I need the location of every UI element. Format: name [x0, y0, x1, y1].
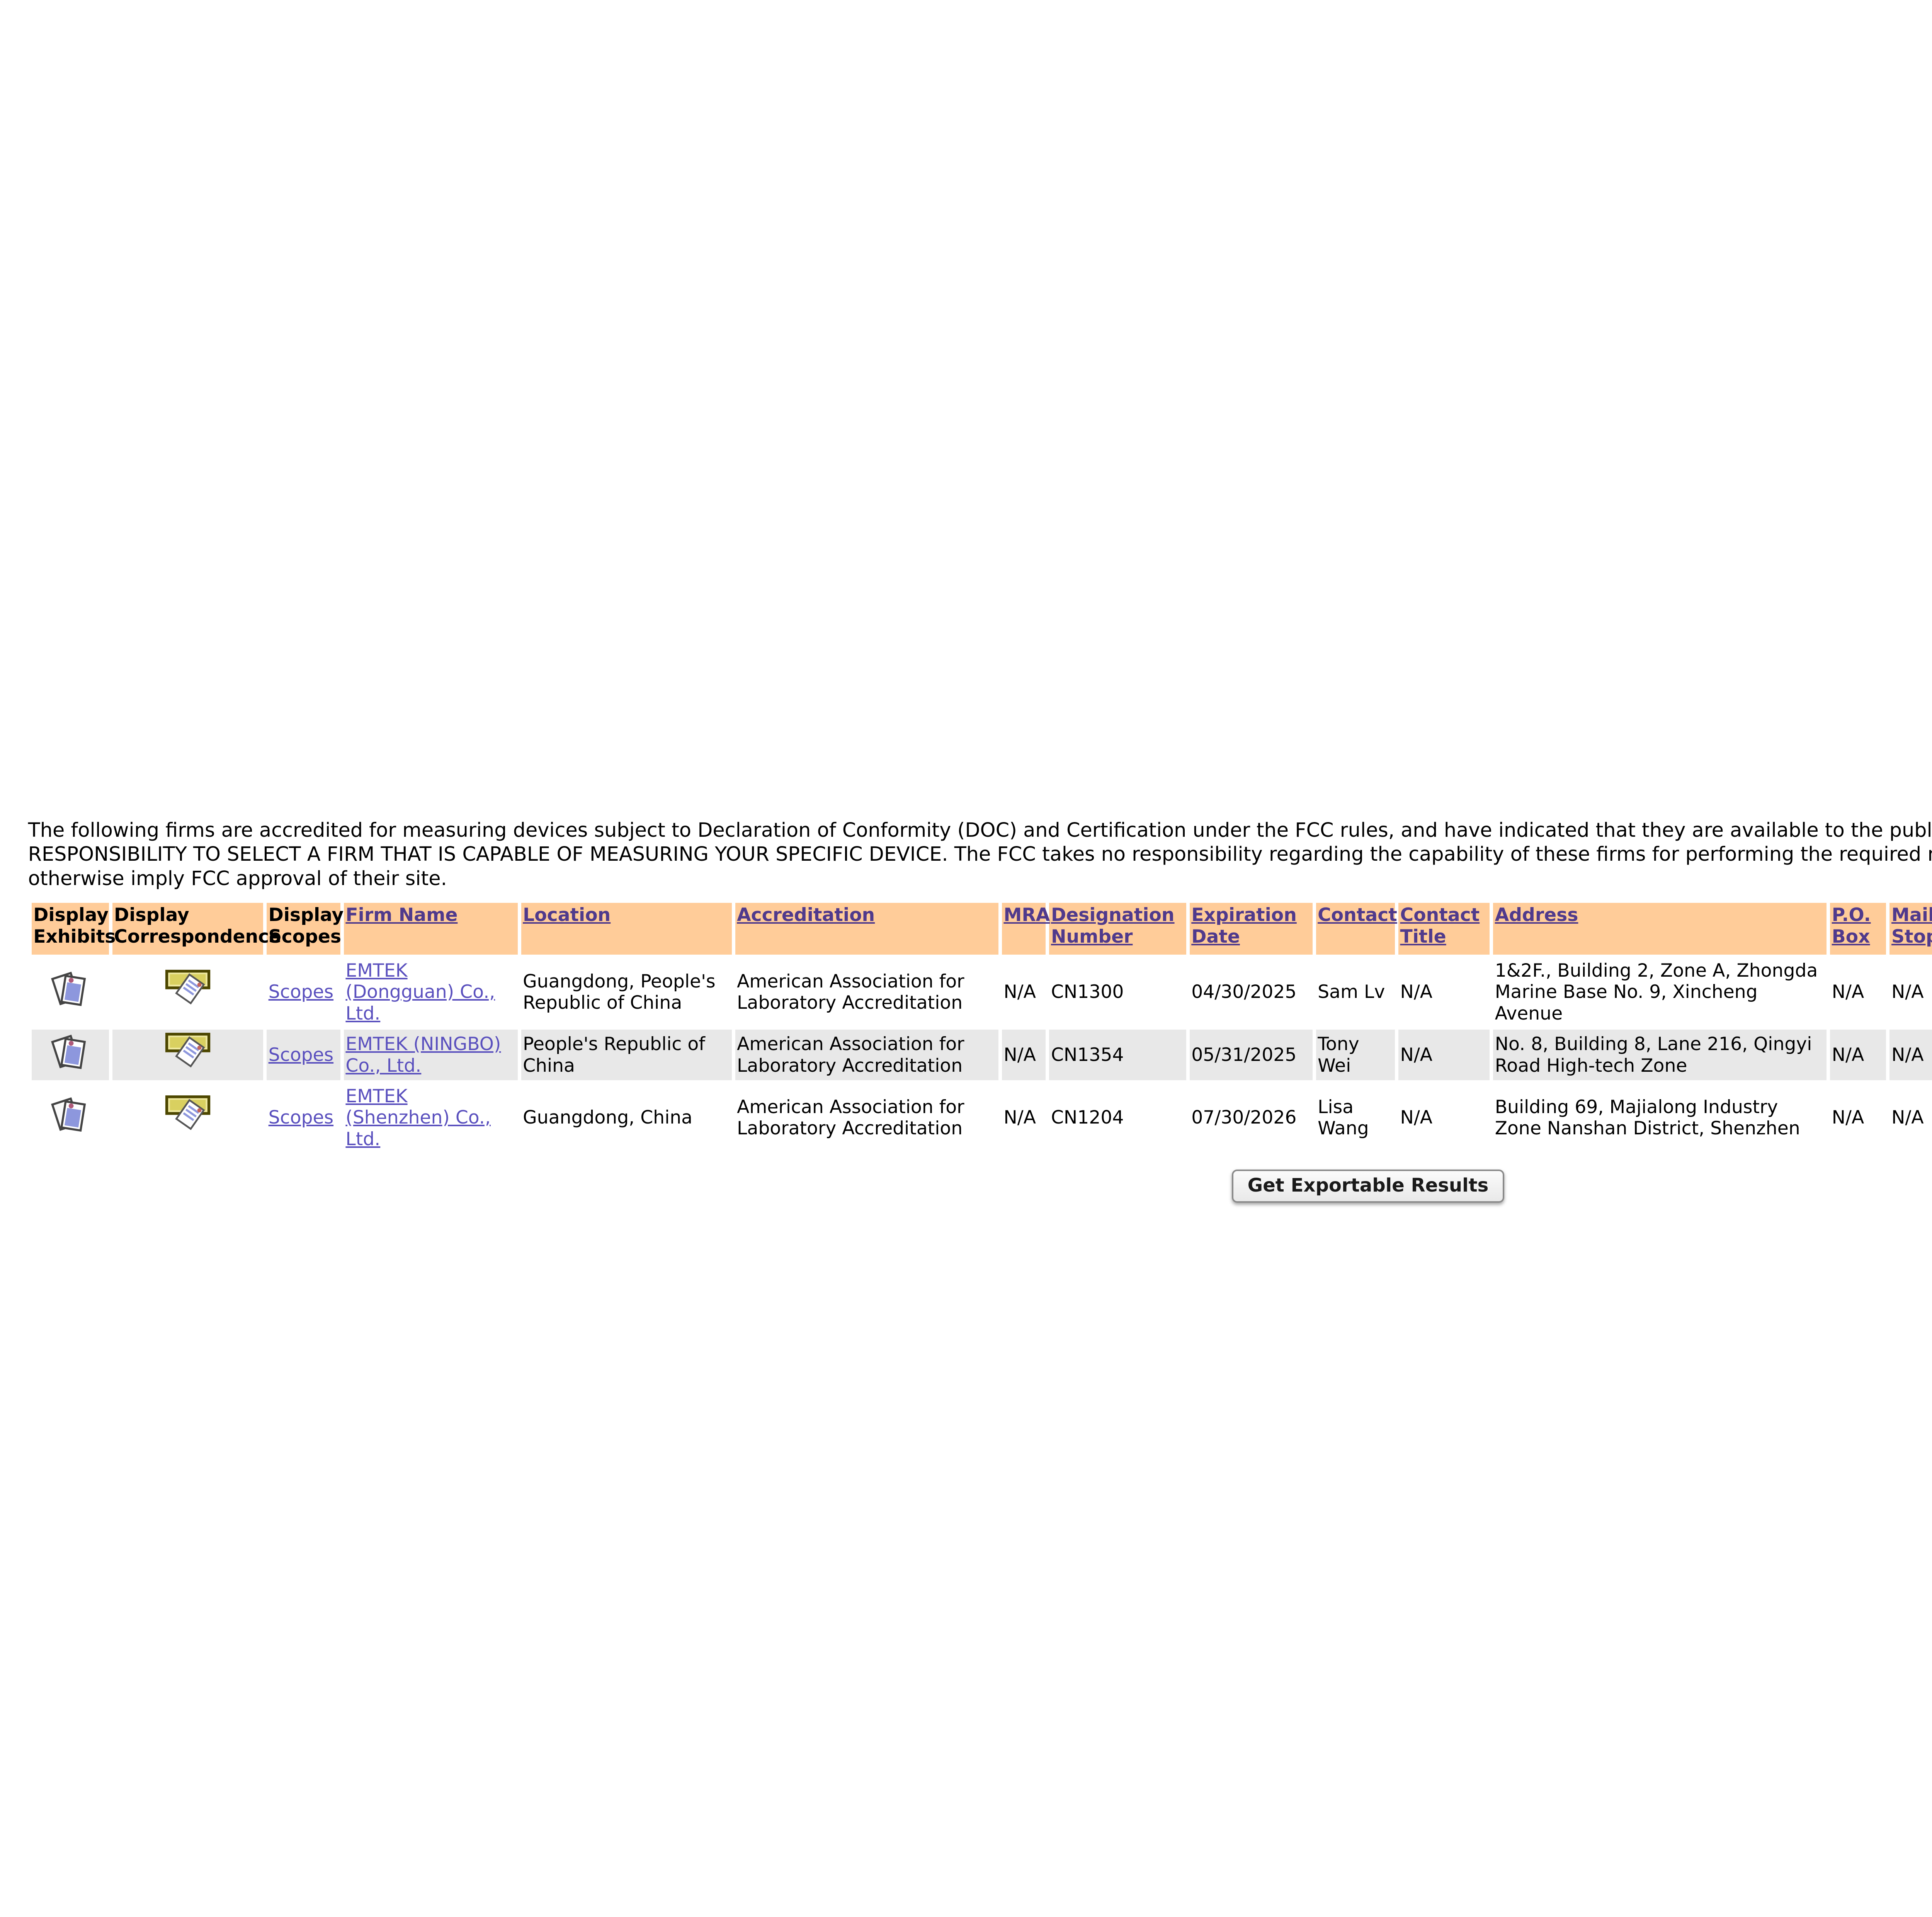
- accredited-firms-table: Display Exhibits Display Correspondence …: [28, 899, 1932, 1155]
- display-correspondence-link[interactable]: [165, 969, 211, 1011]
- header-mra: MRA: [1002, 902, 1050, 955]
- cell-contact: Sam Lv: [1316, 958, 1395, 1027]
- sort-expiration-date-link[interactable]: Expiration Date: [1191, 904, 1297, 948]
- cell-display-correspondence: [112, 1030, 264, 1081]
- cell-mail-stop: N/A: [1889, 1084, 1932, 1152]
- cell-firm-name: EMTEK (NINGBO) Co., Ltd.: [344, 1030, 518, 1081]
- sort-address-link[interactable]: Address: [1495, 904, 1578, 926]
- correspondence-icon: [165, 970, 210, 1005]
- cell-po-box: N/A: [1830, 1084, 1886, 1152]
- cell-contact: Lisa Wang: [1316, 1084, 1395, 1152]
- display-correspondence-link[interactable]: [165, 1094, 211, 1136]
- sort-mail-stop-link[interactable]: Mail Stop: [1891, 904, 1932, 948]
- cell-expiration-date: 05/31/2025: [1189, 1030, 1313, 1081]
- cell-designation-number: CN1300: [1049, 958, 1186, 1027]
- cell-accreditation: American Association for Laboratory Accr…: [735, 1030, 998, 1081]
- sort-contact-link[interactable]: Contact: [1318, 904, 1397, 926]
- cell-scopes: Scopes: [267, 1084, 340, 1152]
- cell-scopes: Scopes: [267, 958, 340, 1027]
- sort-firm-name-link[interactable]: Firm Name: [345, 904, 458, 926]
- display-correspondence-link[interactable]: [165, 1032, 211, 1074]
- header-display-exhibits: Display Exhibits: [31, 902, 116, 955]
- cell-contact: Tony Wei: [1316, 1030, 1395, 1081]
- sort-po-box-link[interactable]: P.O. Box: [1832, 904, 1871, 948]
- correspondence-icon: [165, 1033, 210, 1067]
- cell-display-exhibits: [31, 1030, 109, 1081]
- cell-mail-stop: N/A: [1889, 1030, 1932, 1081]
- sort-accreditation-link[interactable]: Accreditation: [737, 904, 875, 926]
- cell-po-box: N/A: [1830, 958, 1886, 1027]
- sort-contact-title-link[interactable]: Contact Title: [1400, 904, 1480, 948]
- cell-location: Guangdong, People's Republic of China: [521, 958, 732, 1027]
- cell-display-correspondence: [112, 1084, 264, 1152]
- cell-po-box: N/A: [1830, 1030, 1886, 1081]
- cell-contact-title: N/A: [1398, 958, 1490, 1027]
- header-mail-stop: Mail Stop: [1889, 902, 1932, 955]
- cell-scopes: Scopes: [267, 1030, 340, 1081]
- table-row: Scopes EMTEK (NINGBO) Co., Ltd. People's…: [31, 1030, 1932, 1081]
- cell-expiration-date: 07/30/2026: [1189, 1084, 1313, 1152]
- sort-designation-number-link[interactable]: Designation Number: [1051, 904, 1175, 948]
- table-row: Scopes EMTEK (Dongguan) Co., Ltd. Guangd…: [31, 958, 1932, 1027]
- cell-contact-title: N/A: [1398, 1084, 1490, 1152]
- firm-name-link[interactable]: EMTEK (Dongguan) Co., Ltd.: [345, 960, 495, 1025]
- cell-display-correspondence: [112, 958, 264, 1027]
- header-address: Address: [1493, 902, 1827, 955]
- header-location: Location: [521, 902, 732, 955]
- cell-mail-stop: N/A: [1889, 958, 1932, 1027]
- scopes-link[interactable]: Scopes: [268, 1107, 334, 1129]
- sort-location-link[interactable]: Location: [523, 904, 611, 926]
- header-display-scopes: Display Scopes: [267, 902, 344, 955]
- cell-display-exhibits: [31, 958, 109, 1027]
- header-row: Display Exhibits Display Correspondence …: [31, 902, 1932, 955]
- correspondence-icon: [165, 1095, 210, 1130]
- exhibits-icon: [51, 1034, 86, 1069]
- cell-firm-name: EMTEK (Shenzhen) Co., Ltd.: [344, 1084, 518, 1152]
- cell-address: No. 8, Building 8, Lane 216, Qingyi Road…: [1493, 1030, 1827, 1081]
- exhibits-icon: [51, 1097, 86, 1132]
- top-whitespace: [28, 0, 1932, 818]
- header-contact: Contact: [1316, 902, 1397, 955]
- scopes-link[interactable]: Scopes: [268, 981, 334, 1003]
- display-exhibits-link[interactable]: [51, 969, 90, 1011]
- get-exportable-results-button[interactable]: Get Exportable Results: [1232, 1169, 1504, 1203]
- cell-display-exhibits: [31, 1084, 109, 1152]
- cell-address: Building 69, Majialong Industry Zone Nan…: [1493, 1084, 1827, 1152]
- cell-address: 1&2F., Building 2, Zone A, Zhongda Marin…: [1493, 958, 1827, 1027]
- cell-contact-title: N/A: [1398, 1030, 1490, 1081]
- display-exhibits-link[interactable]: [51, 1032, 90, 1074]
- firm-name-link[interactable]: EMTEK (Shenzhen) Co., Ltd.: [345, 1085, 491, 1150]
- cell-accreditation: American Association for Laboratory Accr…: [735, 1084, 998, 1152]
- header-contact-title: Contact Title: [1398, 902, 1490, 955]
- header-po-box: P.O. Box: [1830, 902, 1886, 955]
- cell-mra: N/A: [1002, 958, 1046, 1027]
- cell-firm-name: EMTEK (Dongguan) Co., Ltd.: [344, 958, 518, 1027]
- button-row: Get Exportable Results: [28, 1166, 1932, 1203]
- display-exhibits-link[interactable]: [51, 1094, 90, 1136]
- header-expiration-date: Expiration Date: [1189, 902, 1313, 955]
- cell-expiration-date: 04/30/2025: [1189, 958, 1313, 1027]
- cell-designation-number: CN1204: [1049, 1084, 1186, 1152]
- header-accreditation: Accreditation: [735, 902, 998, 955]
- header-designation-number: Designation Number: [1049, 902, 1186, 955]
- header-display-correspondence: Display Correspondence: [112, 902, 281, 955]
- header-firm-name: Firm Name: [344, 902, 518, 955]
- exhibits-icon: [51, 972, 86, 1006]
- table-row: Scopes EMTEK (Shenzhen) Co., Ltd. Guangd…: [31, 1084, 1932, 1152]
- sort-mra-link[interactable]: MRA: [1003, 904, 1050, 926]
- cell-location: Guangdong, China: [521, 1084, 732, 1152]
- cell-designation-number: CN1354: [1049, 1030, 1186, 1081]
- cell-accreditation: American Association for Laboratory Accr…: [735, 958, 998, 1027]
- cell-mra: N/A: [1002, 1030, 1046, 1081]
- cell-mra: N/A: [1002, 1084, 1046, 1152]
- intro-paragraph: The following firms are accredited for m…: [28, 818, 1932, 890]
- cell-location: People's Republic of China: [521, 1030, 732, 1081]
- firm-name-link[interactable]: EMTEK (NINGBO) Co., Ltd.: [345, 1033, 501, 1076]
- scopes-link[interactable]: Scopes: [268, 1044, 334, 1066]
